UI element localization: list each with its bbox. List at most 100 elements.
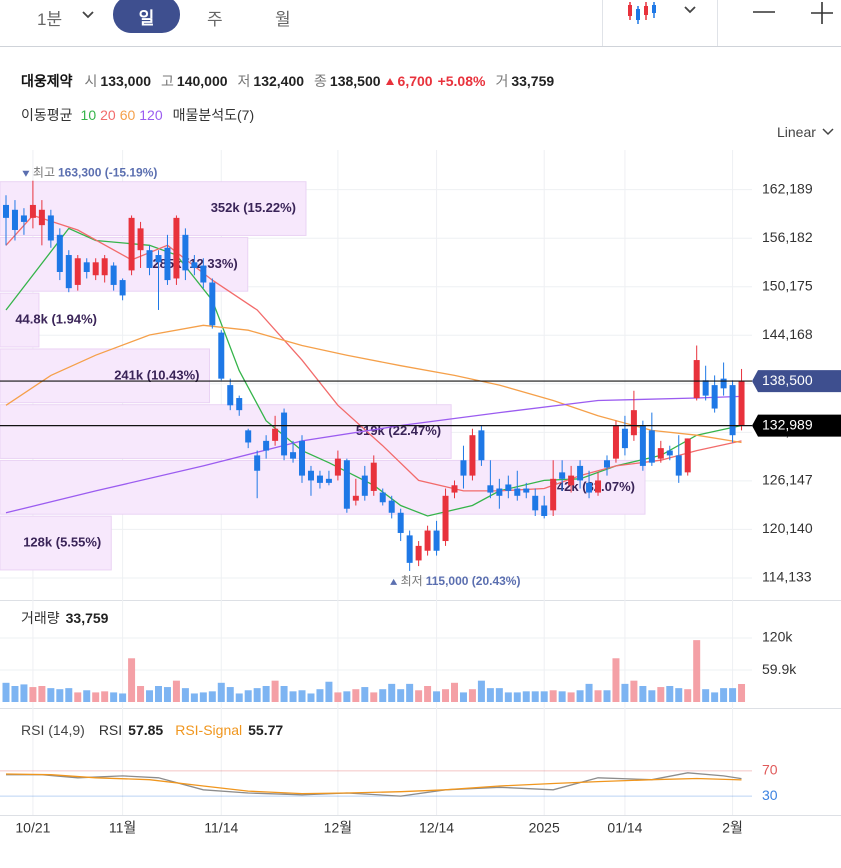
candle-body: [137, 228, 144, 251]
volume-legend: 거래량 33,759: [21, 610, 109, 626]
volume-bar: [226, 687, 234, 702]
candle-body: [711, 385, 718, 409]
candle-body: [630, 410, 637, 436]
candle-body: [496, 488, 503, 496]
x-tick-label: 2025: [529, 820, 560, 836]
annotation: 최저 115,000 (20.43%): [401, 574, 521, 588]
candle-body: [245, 430, 252, 443]
scale-mode[interactable]: Linear: [777, 124, 835, 140]
candle-body: [729, 385, 736, 436]
volume-bar: [666, 686, 674, 702]
volume-bar: [540, 691, 548, 702]
y-tick-label: 59.9k: [762, 661, 797, 677]
volume-value: 33,759: [66, 610, 109, 626]
volume-bar: [217, 682, 225, 702]
field-value: 132,400: [253, 73, 305, 89]
volume-bar: [639, 686, 647, 702]
candle-body: [478, 430, 485, 461]
rsi-line: [6, 772, 742, 797]
volume-bar: [630, 680, 638, 702]
candle-body: [550, 478, 557, 511]
candle-body: [568, 475, 575, 486]
volume-profile-label: 44.8k (1.94%): [15, 312, 97, 327]
chart-type-icon[interactable]: [626, 0, 660, 26]
candle-body: [281, 412, 288, 456]
dropdown-chevron: [822, 128, 834, 136]
volume-bar: [549, 690, 557, 702]
volume-bar: [20, 684, 28, 702]
volume-profile-bar: [0, 404, 452, 459]
x-tick-label: 12/14: [419, 820, 454, 836]
field-label: 시: [84, 73, 98, 89]
volume-bar: [531, 691, 539, 702]
rsi-value: 57.85: [128, 722, 163, 738]
dropdown-chevron[interactable]: [81, 9, 95, 21]
candle-body: [352, 495, 359, 501]
candle-body: [299, 440, 306, 476]
volume-bar: [684, 689, 692, 702]
volume-bar: [720, 688, 728, 702]
volume-bar: [702, 689, 710, 702]
candle-body: [586, 482, 593, 493]
interval-selected[interactable]: 일: [113, 0, 180, 33]
volume-bar: [513, 692, 521, 702]
candle-body: [693, 360, 700, 399]
scale-mode-label: Linear: [777, 124, 816, 140]
field-label: 종: [314, 73, 327, 89]
candle-body: [469, 435, 476, 476]
ma-legend-entry[interactable]: 20: [100, 107, 116, 123]
ma-legend-entry[interactable]: 120: [139, 107, 163, 123]
y-tick-label: 70: [762, 762, 778, 778]
candle-body: [684, 438, 691, 473]
annotation-text: 115,000 (20.43%): [426, 574, 521, 588]
candle-body: [227, 385, 234, 406]
y-tick-label: 114,133: [762, 569, 812, 585]
interval-button[interactable]: 1분: [37, 10, 63, 29]
volume-bar: [558, 691, 566, 702]
candle-body: [146, 250, 153, 268]
volume-bar: [271, 680, 279, 702]
zoom-out-button[interactable]: [752, 4, 776, 20]
ma-title: 이동평균: [21, 107, 73, 123]
candle-body: [541, 505, 548, 516]
price-tag: [752, 414, 841, 437]
volume-bar: [253, 688, 261, 702]
volume-bar: [244, 690, 252, 702]
volume-bar: [56, 689, 64, 702]
interval-button[interactable]: 주: [207, 10, 223, 29]
divider: [602, 0, 603, 46]
annotation-marker: [390, 578, 398, 585]
volume-bar: [468, 689, 476, 702]
interval-button[interactable]: 월: [275, 10, 291, 29]
volume-bar: [65, 688, 73, 702]
field-value: 33,759: [511, 73, 555, 89]
candle-body: [110, 265, 117, 285]
y-tick-label: 120,140: [762, 520, 813, 536]
volume-bar: [110, 692, 118, 702]
candle-body: [343, 460, 350, 509]
volume-bar: [262, 686, 270, 702]
profile-title[interactable]: 매물분석도(7): [172, 107, 255, 123]
y-tick-label: 144,168: [762, 326, 813, 342]
volume-bar: [208, 691, 216, 702]
volume-bar: [29, 687, 37, 702]
price-tag-label: 132,989: [762, 416, 813, 432]
zoom-in-button[interactable]: [810, 1, 834, 25]
ma-legend-entry[interactable]: 60: [119, 107, 136, 123]
volume-bar: [594, 690, 602, 702]
volume-bar: [504, 692, 512, 702]
rsi-signal-value: 55.77: [248, 722, 283, 738]
dropdown-chevron[interactable]: [683, 4, 697, 16]
ma-legend-entry[interactable]: 10: [80, 107, 97, 123]
volume-bar: [352, 689, 360, 702]
y-tick-label: 126,147: [762, 472, 813, 488]
volume-bar: [729, 688, 737, 702]
candle-body: [666, 450, 673, 456]
candle-body: [505, 484, 512, 491]
x-tick-label: 11/14: [204, 820, 238, 836]
volume-bar: [128, 658, 136, 702]
candle-body: [433, 530, 440, 551]
toolbar: [0, 0, 841, 47]
